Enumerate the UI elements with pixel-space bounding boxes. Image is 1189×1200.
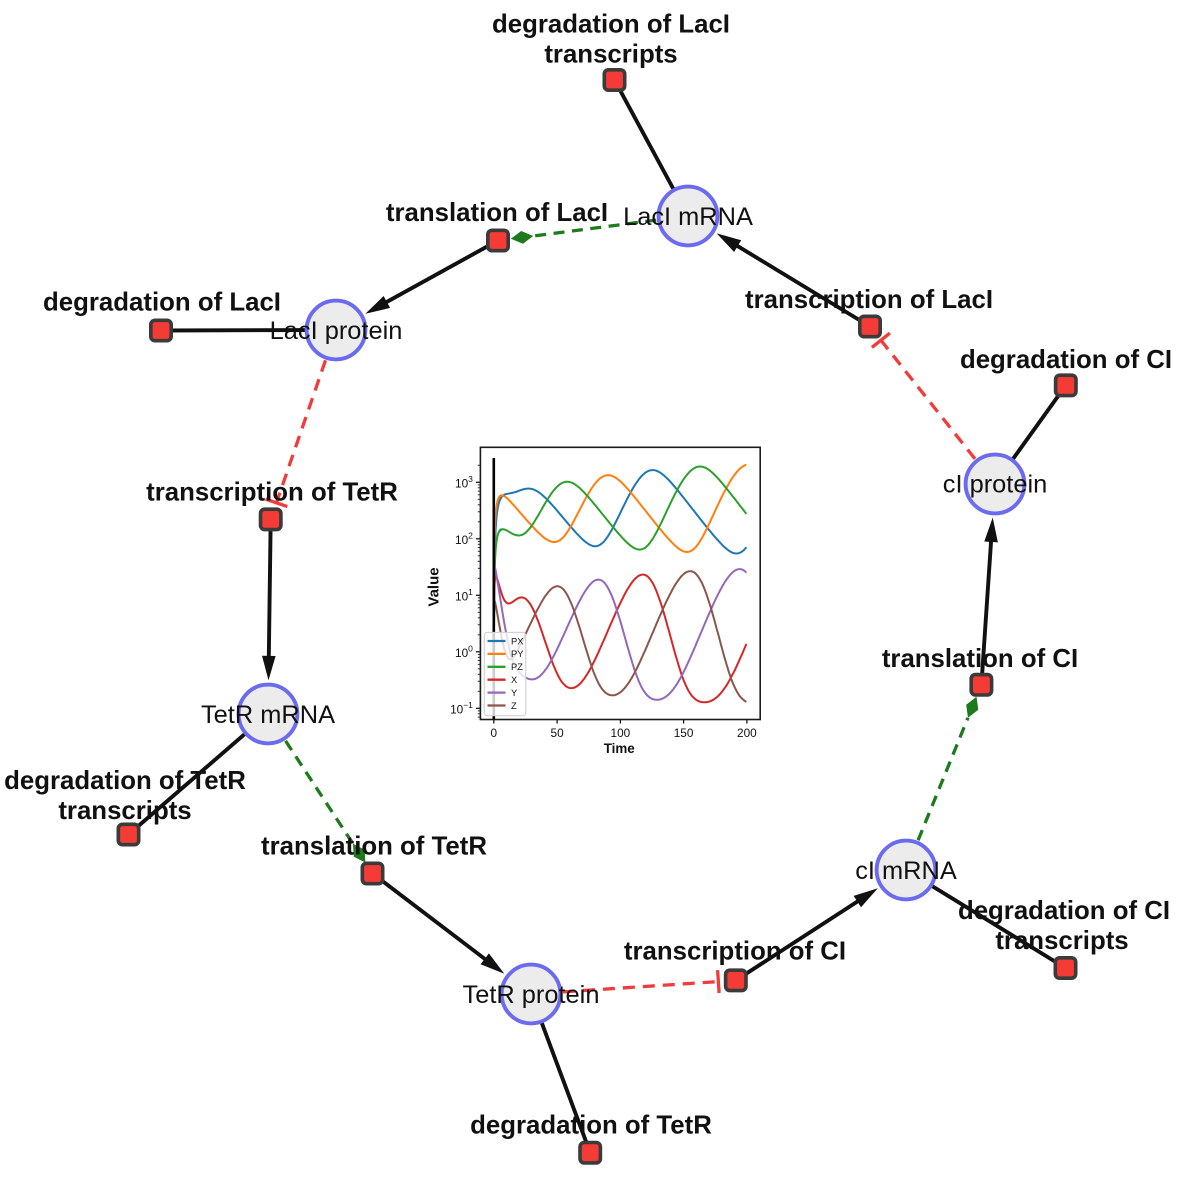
svg-text:Z: Z [511,701,517,711]
svg-text:degradation of CI: degradation of CI [960,346,1172,374]
svg-text:PX: PX [511,636,523,646]
svg-text:transcripts: transcripts [544,41,677,69]
svg-text:LacI protein: LacI protein [270,317,403,345]
svg-text:transcripts: transcripts [995,927,1128,955]
svg-text:cI mRNA: cI mRNA [855,857,957,885]
svg-text:Time: Time [604,741,635,756]
svg-text:degradation of LacI: degradation of LacI [492,11,730,39]
svg-text:translation of LacI: translation of LacI [386,199,608,227]
svg-text:translation of CI: translation of CI [882,645,1078,673]
svg-text:cI protein: cI protein [943,471,1047,499]
svg-text:degradation of TetR: degradation of TetR [470,1112,712,1140]
svg-text:transcription of CI: transcription of CI [624,938,846,966]
svg-text:degradation of TetR: degradation of TetR [4,767,246,795]
svg-text:PZ: PZ [511,662,523,672]
svg-text:TetR mRNA: TetR mRNA [201,701,335,729]
svg-text:X: X [511,675,517,685]
svg-text:degradation of CI: degradation of CI [958,897,1170,925]
svg-text:LacI mRNA: LacI mRNA [623,203,753,231]
svg-text:Value: Value [426,567,443,606]
svg-text:150: 150 [674,726,694,740]
svg-text:translation of TetR: translation of TetR [261,833,487,861]
svg-text:degradation of LacI: degradation of LacI [43,289,281,317]
svg-text:transcripts: transcripts [58,797,191,825]
svg-text:PY: PY [511,649,523,659]
svg-text:TetR protein: TetR protein [463,981,600,1009]
svg-text:0: 0 [491,726,498,740]
svg-text:200: 200 [737,726,757,740]
svg-text:Y: Y [511,688,517,698]
svg-text:100: 100 [611,726,631,740]
svg-text:50: 50 [551,726,565,740]
svg-text:transcription of TetR: transcription of TetR [146,479,398,507]
svg-text:transcription of LacI: transcription of LacI [745,286,993,314]
